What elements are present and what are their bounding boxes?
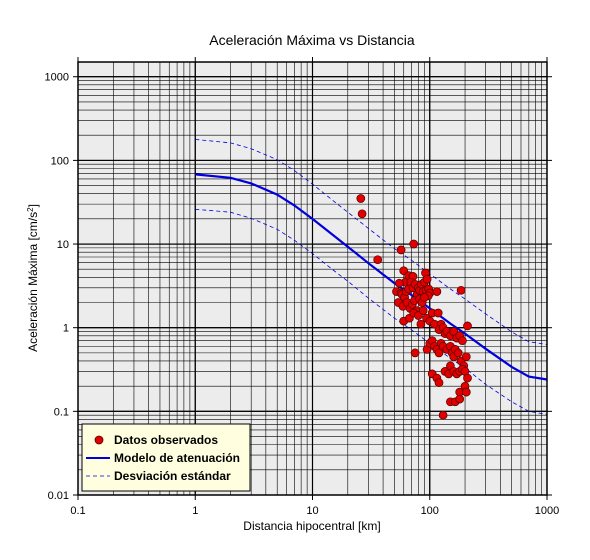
data-point bbox=[416, 319, 426, 329]
std-deviation-line bbox=[195, 139, 548, 345]
attenuation-model-line bbox=[195, 173, 548, 381]
data-point bbox=[461, 387, 471, 397]
data-point bbox=[409, 239, 419, 249]
data-point bbox=[394, 278, 404, 288]
data-point bbox=[373, 255, 383, 265]
y-axis-label: Aceleración Máxima [cm/s2] bbox=[26, 204, 41, 352]
x-axis-label: Distancia hipocentral [km] bbox=[243, 519, 380, 533]
data-point bbox=[455, 394, 465, 404]
std-deviation-line bbox=[195, 208, 548, 415]
x-tick-label: 10 bbox=[306, 505, 318, 517]
data-point bbox=[438, 410, 448, 420]
data-point bbox=[461, 352, 471, 362]
data-point bbox=[458, 336, 467, 346]
grid bbox=[78, 62, 547, 495]
data-point bbox=[463, 373, 472, 383]
data-point bbox=[456, 285, 466, 295]
x-tick-label: 0.1 bbox=[70, 505, 85, 517]
y-tick-label: 0.01 bbox=[48, 490, 69, 502]
data-point bbox=[357, 209, 367, 219]
data-point bbox=[410, 348, 420, 358]
x-tick-label: 1000 bbox=[535, 505, 559, 517]
y-tick-label: 0.1 bbox=[54, 406, 69, 418]
legend: Datos observados Modelo de atenuación De… bbox=[81, 423, 251, 492]
y-tick-label: 100 bbox=[51, 155, 69, 167]
data-point bbox=[434, 378, 444, 388]
data-point bbox=[434, 348, 444, 358]
data-point bbox=[422, 274, 432, 284]
legend-label-model: Modelo de atenuación bbox=[114, 451, 240, 465]
data-point bbox=[453, 348, 463, 358]
data-point bbox=[463, 321, 472, 331]
x-tick-label: 1 bbox=[192, 505, 198, 517]
data-point bbox=[433, 308, 443, 318]
y-tick-label: 1 bbox=[63, 323, 69, 335]
data-points bbox=[356, 194, 472, 420]
y-axis-label-main: Aceleración Máxima [cm/s bbox=[26, 212, 40, 352]
data-point bbox=[420, 293, 429, 302]
y-tick-label: 10 bbox=[57, 239, 69, 251]
y-axis-label-end: ] bbox=[26, 204, 40, 207]
data-point bbox=[356, 194, 366, 203]
data-point bbox=[418, 306, 428, 315]
series-layer bbox=[195, 139, 548, 415]
y-tick-label: 1000 bbox=[45, 72, 69, 84]
data-point bbox=[432, 287, 442, 296]
y-axis-label-sup: 2 bbox=[26, 207, 35, 212]
legend-marker-icon bbox=[94, 435, 104, 445]
x-tick-label: 100 bbox=[421, 505, 439, 517]
legend-label-stddev: Desviación estándar bbox=[114, 469, 231, 483]
data-point bbox=[396, 245, 406, 255]
chart-title: Aceleración Máxima vs Distancia bbox=[209, 32, 415, 48]
legend-label-observed: Datos observados bbox=[114, 433, 218, 447]
